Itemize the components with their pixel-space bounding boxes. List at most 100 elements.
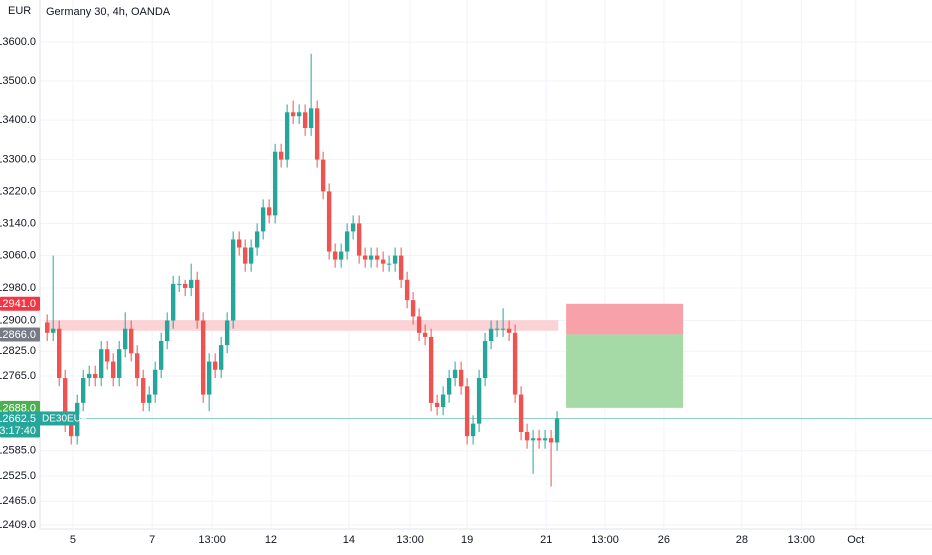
candle-body [50,328,56,333]
candle-body [122,328,128,350]
candle-body [392,255,398,264]
candle-body [62,378,68,424]
candle-body [86,373,92,379]
y-tick-label: 12825.0 [0,345,36,357]
candle-body [464,386,470,437]
x-tick-label: 13:00 [396,534,424,546]
candle-body [506,328,512,333]
candle-body [404,279,410,301]
candle-body [296,112,302,117]
y-tick-label: 12525.0 [0,470,36,482]
y-tick-label: 13300.0 [0,154,36,166]
x-tick-label: Oct [847,534,864,546]
candle-body [536,438,542,441]
candle-body [74,402,80,437]
candle-body [140,378,146,403]
candle-body [254,231,260,248]
y-tick-label: 12585.0 [0,445,36,457]
candle-body [176,283,182,285]
target-badge [0,400,40,415]
y-tick-label: 13500.0 [0,75,36,87]
countdown: 03:17:40 [0,425,36,437]
candle-body [182,283,188,288]
x-tick-label: 13:00 [198,534,226,546]
x-tick-label: 19 [461,534,473,546]
candle-body [146,394,152,403]
y-tick-label: 12980.0 [0,282,36,294]
candle-body [530,438,536,441]
y-tick-label: 12765.0 [0,370,36,382]
x-tick-label: 14 [343,534,355,546]
candle-body [518,394,524,433]
candle-body [194,279,200,321]
x-tick-label: 26 [658,534,670,546]
candle-body [134,353,140,379]
candle-body [428,336,434,403]
stop-badge-label: 12941.0 [0,298,36,310]
x-tick-label: 7 [149,534,155,546]
candle-body [170,283,176,321]
candle-body [500,328,506,330]
candle-body [314,108,320,160]
y-tick-label: 12465.0 [0,495,36,507]
candle-body [248,247,254,264]
candle-body [128,328,134,354]
candle-body [380,259,386,264]
y-tick-label: 13220.0 [0,185,36,197]
plot-area [40,53,932,487]
candle-body [200,320,206,395]
symbol-badge [40,411,76,426]
candle-body [398,255,404,280]
candle-body [362,255,368,260]
resistance-zone [45,320,559,331]
candle-body [554,418,560,443]
candle-body [56,328,62,379]
candle-body [212,361,218,370]
stop-badge [0,296,40,311]
chart-title: Germany 30, 4h, OANDA [46,6,171,18]
target-box [566,334,684,408]
entry-badge [0,327,40,342]
x-tick-label: 28 [736,534,748,546]
candle-body [44,322,50,333]
y-tick-label: 13060.0 [0,249,36,261]
candle-body [266,207,272,216]
candle-body [260,207,266,232]
candle-body [224,320,230,346]
candle-body [374,255,380,260]
candle-body [302,112,308,129]
candle-body [512,332,518,395]
candle-body [80,378,86,403]
candle-body [416,316,422,333]
candle-body [548,438,554,443]
candle-body [230,239,236,321]
currency: EUR [8,5,31,17]
candle-body [476,378,482,424]
x-tick-label: 5 [70,534,76,546]
candle-body [164,320,170,341]
entry-badge-label: 12866.0 [0,329,36,341]
candle-body [188,279,194,288]
candle-body [116,349,122,379]
x-tick-label: 13:00 [591,534,619,546]
y-tick-label: 12900.0 [0,314,36,326]
candle-body [206,361,212,395]
y-tick-label: 13400.0 [0,114,36,126]
y-tick-label: 12409.0 [0,519,36,531]
candle-body [332,251,338,260]
candle-body [482,340,488,379]
candle-body [278,151,284,160]
candle-body [284,112,290,160]
candle-body [488,328,494,341]
candle-body [386,263,392,265]
candle-body [152,369,158,395]
candle-body [494,328,500,330]
candle-body [242,247,248,264]
target-badge-label: 12688.0 [0,402,36,414]
stop-box [566,303,684,335]
x-tick-label: 13:00 [787,534,815,546]
candle-body [524,432,530,441]
candle-body [452,369,458,379]
